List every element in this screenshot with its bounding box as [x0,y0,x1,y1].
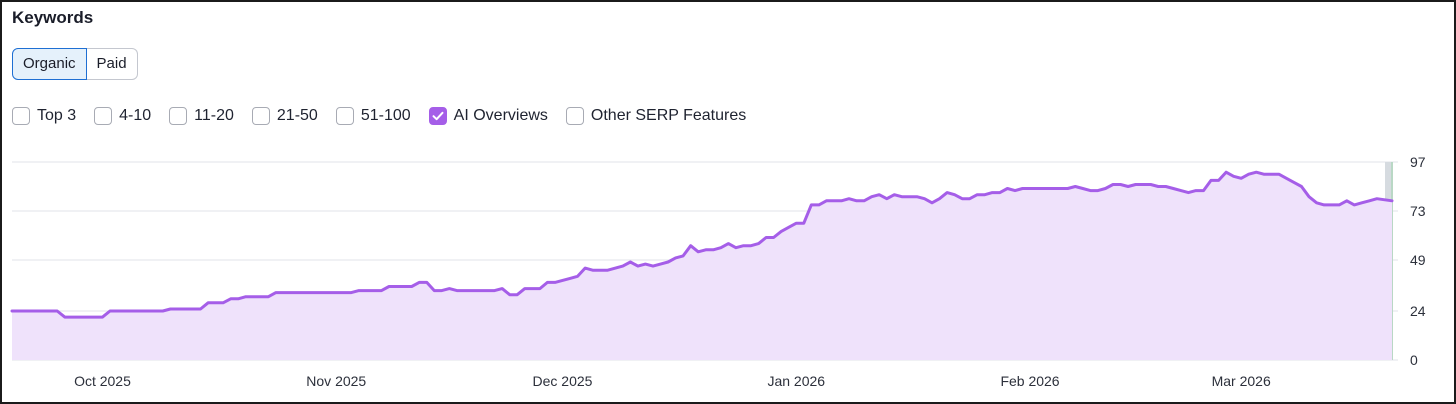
filter-ai-overviews[interactable]: AI Overviews [428,107,548,125]
filter-label: 51-100 [360,107,411,124]
checkbox[interactable] [169,107,188,125]
filter-label: Other SERP Features [590,107,747,124]
checkbox[interactable] [251,107,270,125]
filter-4-10[interactable]: 4-10 [94,107,151,125]
checkbox[interactable] [565,107,584,125]
x-tick-label: Dec 2025 [533,373,593,389]
y-tick-label: 97 [1410,154,1426,170]
x-tick-label: Jan 2026 [767,373,825,389]
filter-11-20[interactable]: 11-20 [169,107,234,125]
series-area [12,172,1392,360]
filter-51-100[interactable]: 51-100 [335,107,411,125]
position-filters: Top 3 4-10 11-20 21-50 51-100 AI Overvie… [12,104,764,128]
widget-title: Keywords [12,8,94,27]
checkbox[interactable] [428,107,447,125]
checkmark-icon [432,111,444,121]
organic-paid-toggle: Organic Paid [12,48,138,80]
series-line [10,170,1394,319]
x-tick-label: Mar 2026 [1212,373,1271,389]
checkbox[interactable] [12,107,30,125]
y-tick-label: 0 [1410,352,1418,368]
x-tick-label: Feb 2026 [1000,373,1059,389]
checkbox[interactable] [94,107,113,125]
filter-label: 11-20 [194,107,234,124]
filter-label: AI Overviews [453,107,548,124]
checkbox[interactable] [335,107,354,125]
y-tick-label: 73 [1410,203,1426,219]
y-tick-label: 24 [1410,303,1426,319]
filter-top-3[interactable]: Top 3 [12,107,76,125]
x-tick-label: Nov 2025 [306,373,366,389]
filter-other-serp-features[interactable]: Other SERP Features [565,107,747,125]
paid-tab[interactable]: Paid [86,48,138,80]
y-tick-label: 49 [1410,252,1426,268]
x-tick-label: Oct 2025 [74,373,131,389]
filter-label: 21-50 [276,107,318,124]
filter-label: Top 3 [37,107,77,124]
filter-21-50[interactable]: 21-50 [251,107,318,125]
organic-tab[interactable]: Organic [12,48,87,80]
filter-label: 4-10 [119,107,152,124]
